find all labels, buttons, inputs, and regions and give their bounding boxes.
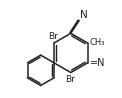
Text: N: N (80, 10, 88, 20)
Text: =N: =N (90, 58, 106, 68)
Text: Br: Br (65, 75, 75, 84)
Text: CH₃: CH₃ (90, 38, 105, 47)
Text: Br: Br (48, 32, 58, 41)
